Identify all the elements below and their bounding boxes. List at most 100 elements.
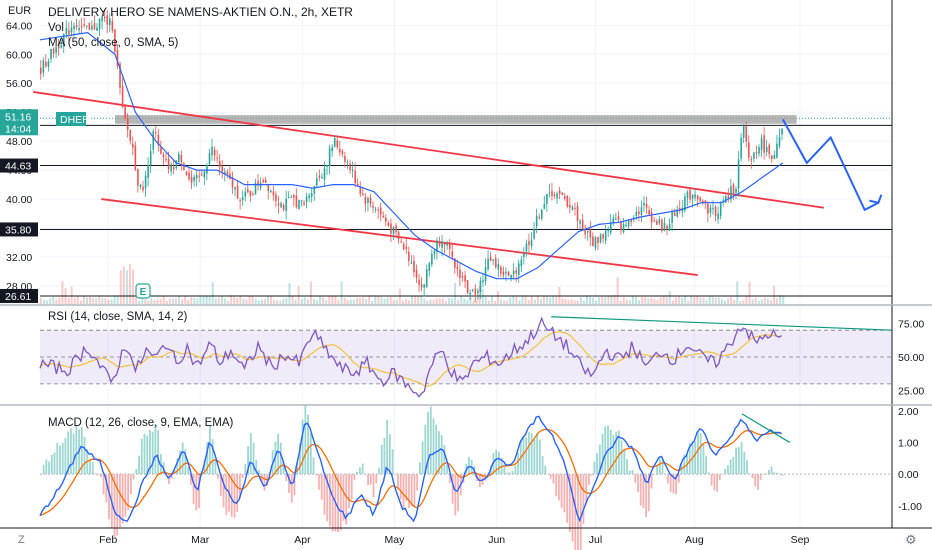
time-tick-label: May	[385, 534, 406, 546]
candle-body	[331, 146, 333, 152]
volume-bar	[610, 295, 613, 304]
volume-bar	[769, 300, 772, 304]
candle-body	[543, 204, 546, 209]
candle-body	[663, 222, 666, 231]
rsi-divergence-line[interactable]	[551, 316, 893, 331]
macd-histogram-bar	[342, 474, 345, 521]
trendline[interactable]	[33, 91, 824, 209]
volume-bar	[616, 277, 619, 304]
macd-panel[interactable]	[39, 404, 892, 550]
candle-body	[696, 195, 699, 200]
candle-body	[137, 169, 139, 186]
candle-body	[732, 184, 735, 194]
candle-body	[528, 241, 530, 246]
macd-histogram-bar	[617, 430, 620, 475]
candle-body	[198, 175, 201, 177]
volume-bar	[79, 300, 82, 304]
candle-body	[333, 137, 336, 147]
trendlines[interactable]	[33, 91, 824, 276]
volume-bar	[555, 296, 558, 304]
candle-body	[305, 196, 308, 203]
volume-bar	[251, 296, 254, 304]
macd-histogram-bar	[361, 463, 364, 475]
price-tick-label: 60.00	[6, 49, 32, 61]
rsi-legend[interactable]: RSI (14, close, SMA, 14, 2)	[48, 311, 188, 323]
rsi-tick-label: 50.00	[898, 352, 924, 364]
volume-bar	[334, 295, 337, 304]
time-axis[interactable]: Feb Mar Apr May Jun Jul Aug Sep	[99, 534, 809, 546]
macd-histogram-bar	[285, 474, 288, 482]
macd-histogram-bar	[743, 451, 746, 475]
ticker-tag: DHER	[56, 112, 90, 126]
volume-legend[interactable]: Vol	[48, 22, 64, 34]
volume-bar	[147, 300, 150, 304]
settings-gear-icon[interactable]: ⚙	[905, 533, 917, 548]
last-price-tag	[0, 109, 38, 136]
candle-body	[188, 172, 190, 180]
volume-bar	[328, 296, 331, 304]
candle-body	[126, 117, 129, 130]
trendline[interactable]	[101, 198, 698, 276]
timezone-button[interactable]: Z	[18, 534, 25, 546]
macd-histogram-bar	[127, 474, 130, 511]
candle-body	[387, 223, 390, 226]
macd-divergence-line[interactable]	[741, 413, 791, 443]
candle-body	[408, 251, 410, 261]
macd-histogram-bar	[484, 474, 487, 481]
candle-body	[402, 244, 405, 250]
ma-legend[interactable]: MA (50, close, 0, SMA, 5)	[48, 37, 179, 49]
candle-body	[149, 151, 152, 166]
macd-histogram-bar	[579, 474, 582, 550]
level-price-tag-label: 35.80	[5, 224, 31, 236]
macd-histogram-bar	[113, 474, 116, 537]
candle-body	[293, 195, 295, 198]
candle-body	[645, 203, 648, 208]
price-tick-label: 48.00	[6, 136, 32, 148]
price-panel[interactable]: E	[33, 9, 892, 304]
candle-body	[201, 174, 203, 176]
macd-histogram-bar	[211, 439, 214, 475]
volume-bar	[484, 297, 487, 304]
macd-legend[interactable]: MACD (12, 26, close, 9, EMA, EMA)	[48, 417, 234, 429]
macd-histogram-bar	[353, 474, 356, 480]
candle-body	[730, 186, 732, 200]
candle-body	[609, 222, 612, 233]
volume-bar	[408, 300, 411, 304]
macd-histogram-bar	[61, 442, 64, 475]
macd-histogram-bar	[116, 474, 119, 536]
macd-histogram-bar	[97, 474, 100, 476]
candle-body	[244, 191, 247, 197]
macd-histogram-bar	[541, 455, 544, 475]
volume-bar	[493, 300, 496, 304]
rsi-panel[interactable]	[39, 316, 893, 398]
volume-bar	[263, 299, 266, 304]
volume-bar	[248, 295, 251, 304]
horizontal-levels	[40, 117, 892, 297]
earnings-marker[interactable]: E	[135, 283, 151, 299]
candle-body	[308, 195, 310, 198]
volume-bar	[257, 300, 260, 304]
macd-histogram-bar	[181, 442, 184, 475]
candle-body	[318, 175, 321, 178]
volume-bar	[444, 300, 447, 304]
volume-bar	[677, 295, 680, 304]
candle-body	[172, 167, 175, 170]
candle-body	[229, 173, 231, 179]
chart-title[interactable]: DELIVERY HERO SE NAMENS-AKTIEN O.N., 2h,…	[48, 5, 353, 19]
volume-bar	[742, 299, 745, 304]
macd-histogram-bar	[198, 474, 200, 509]
candle-body	[569, 204, 571, 208]
candle-body	[594, 236, 597, 248]
candle-body	[748, 142, 750, 158]
macd-histogram-bar	[514, 465, 517, 475]
candle-body	[474, 288, 477, 295]
candle-body	[689, 189, 691, 200]
projection-arrow[interactable]	[782, 118, 879, 212]
candle-body	[551, 190, 553, 197]
candle-body	[625, 224, 627, 227]
candle-body	[231, 177, 234, 188]
volume-bar	[690, 295, 693, 304]
macd-histogram-bar	[590, 474, 593, 476]
